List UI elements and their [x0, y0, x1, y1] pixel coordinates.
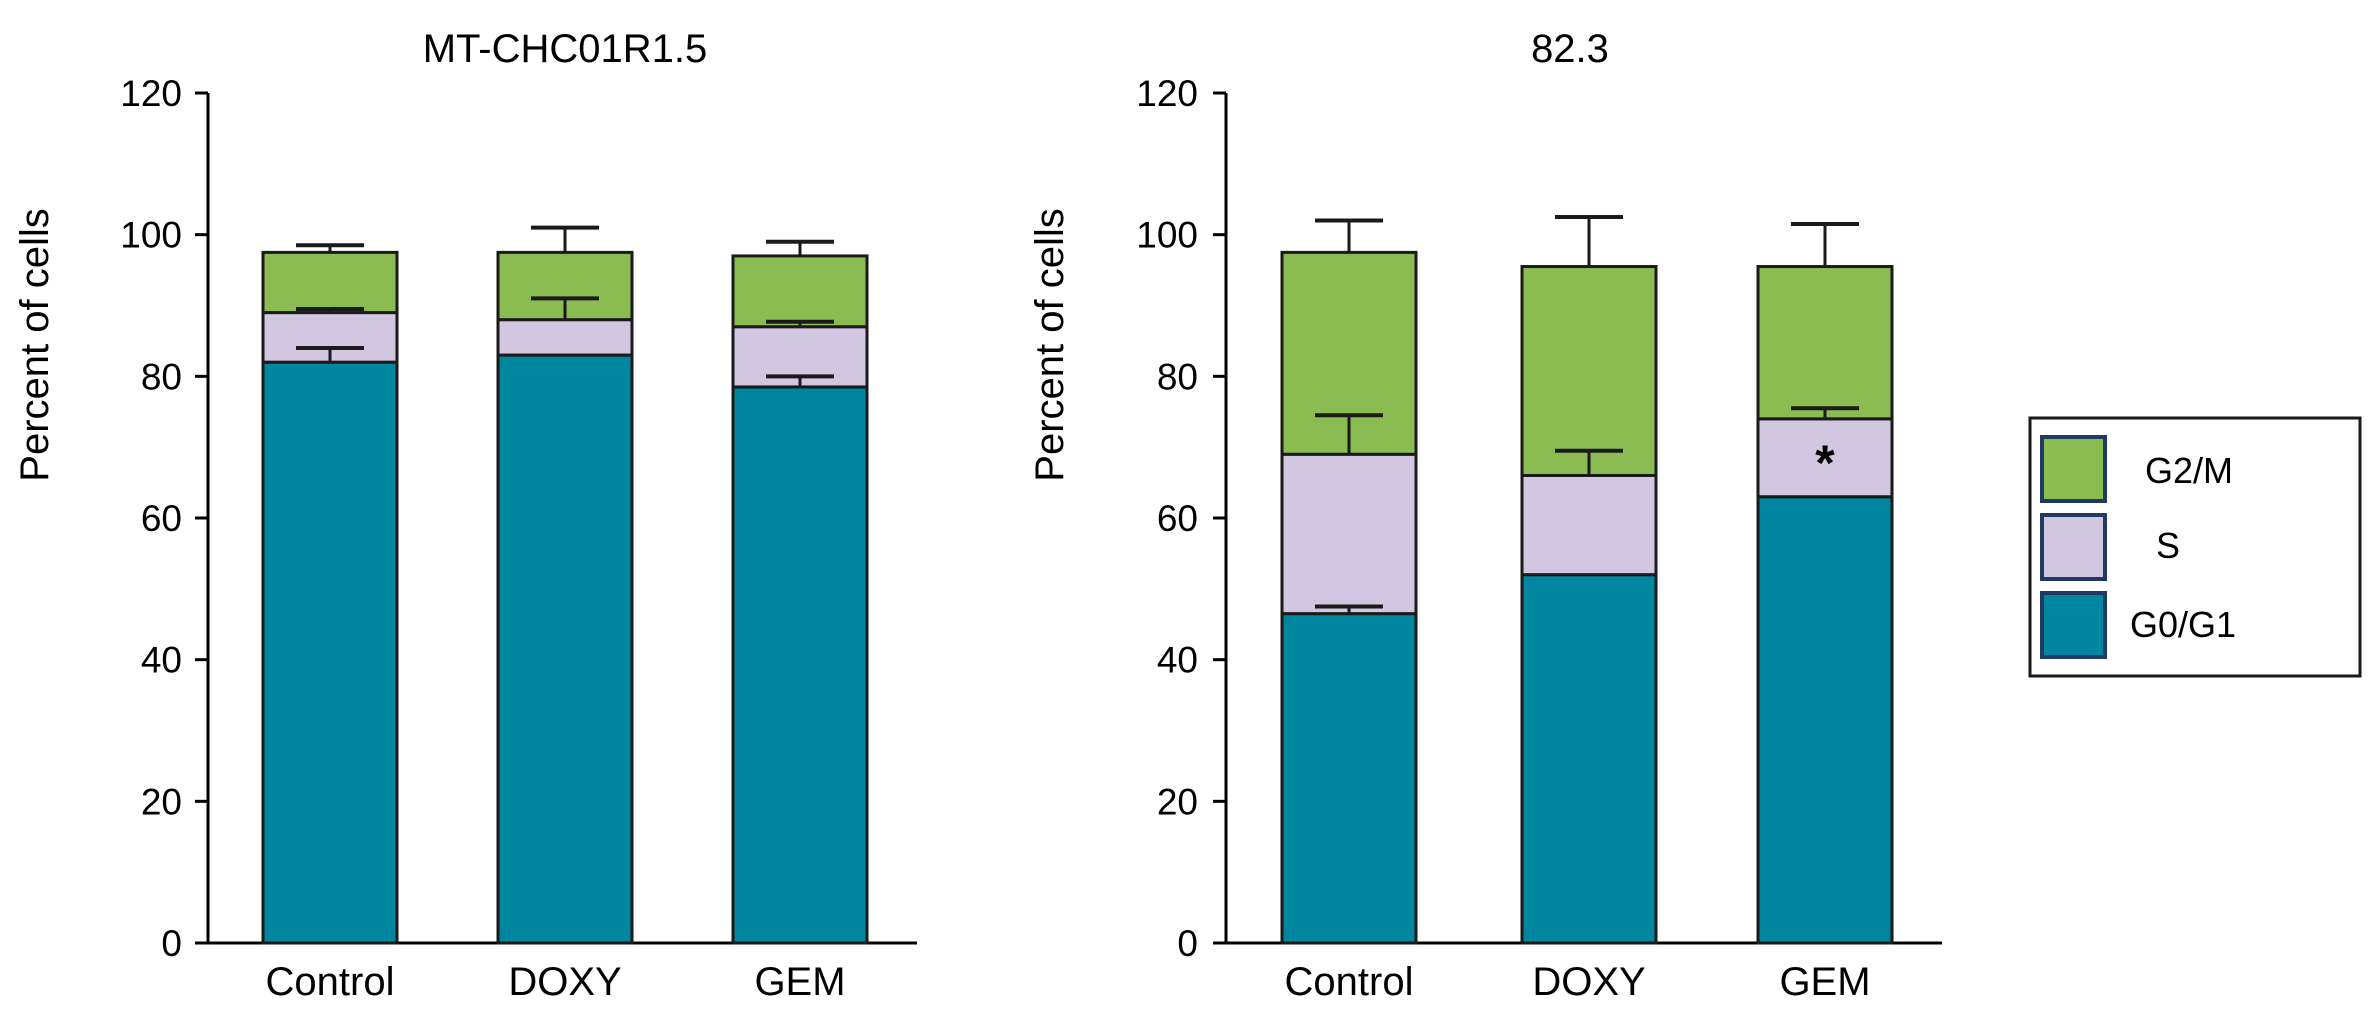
y-tick-label: 100	[120, 215, 182, 256]
bar-segment-g0g1	[496, 353, 634, 945]
bar-segment-s	[496, 318, 634, 357]
y-tick-label: 60	[1157, 498, 1198, 539]
bar-segment-g0g1	[261, 360, 399, 945]
legend: G2/M S G0/G1	[2028, 416, 2362, 678]
y-tick-label: 80	[1157, 356, 1198, 397]
bar-segment-g2m	[731, 254, 869, 329]
legend-swatch-g0g1	[2040, 591, 2107, 659]
bar-segment-g0g1	[1756, 495, 1894, 945]
y-tick-label: 80	[141, 356, 182, 397]
x-tick-label: GEM	[1779, 960, 1870, 1004]
y-axis-label: Percent of cells	[13, 208, 57, 481]
y-tick-label: 120	[120, 73, 182, 114]
legend-label-s: S	[2156, 525, 2180, 566]
legend-label-g0g1: G0/G1	[2130, 604, 2236, 645]
bar-segment-g2m	[1280, 250, 1418, 456]
chart-panel-82-3: 82.3 Percent of cells 0 20 40 60 80 100 120 Con…	[1028, 27, 1942, 1004]
y-axis-label: Percent of cells	[1028, 208, 1072, 481]
y-tick-label: 60	[141, 498, 182, 539]
bar-segment-s	[1280, 452, 1418, 616]
bar-segment-g2m	[261, 250, 399, 315]
bar-segment-g2m	[1756, 265, 1894, 421]
bar-segment-g0g1	[1520, 573, 1658, 945]
y-tick-label: 20	[141, 781, 182, 822]
y-tick-label: 100	[1136, 215, 1198, 256]
bar-segment-g2m	[1520, 265, 1658, 477]
bar-segment-s	[1520, 474, 1658, 577]
chart-title: MT-CHC01R1.5	[423, 27, 708, 71]
chart-title: 82.3	[1531, 27, 1609, 71]
y-tick-label: 120	[1136, 73, 1198, 114]
legend-swatch-g2m	[2040, 435, 2107, 503]
y-tick-label: 0	[161, 923, 182, 964]
y-tick-label: 0	[1177, 923, 1198, 964]
y-tick-label: 20	[1157, 781, 1198, 822]
chart-panel-mt-chc01r1-5: MT-CHC01R1.5 Percent of cells 0 20 40 60 80 1…	[13, 27, 917, 1004]
bar-segment-g0g1	[1280, 612, 1418, 945]
bar-segment-g0g1	[731, 385, 869, 945]
legend-swatch-s	[2040, 513, 2107, 581]
significance-marker: *	[1815, 435, 1835, 491]
x-tick-label: Control	[266, 960, 395, 1004]
x-tick-label: DOXY	[508, 960, 621, 1004]
x-tick-label: DOXY	[1532, 960, 1645, 1004]
y-tick-label: 40	[141, 640, 182, 681]
x-tick-label: GEM	[754, 960, 845, 1004]
legend-label-g2m: G2/M	[2145, 450, 2233, 491]
x-tick-label: Control	[1285, 960, 1414, 1004]
bar-segment-s	[1756, 417, 1894, 499]
y-tick-label: 40	[1157, 640, 1198, 681]
